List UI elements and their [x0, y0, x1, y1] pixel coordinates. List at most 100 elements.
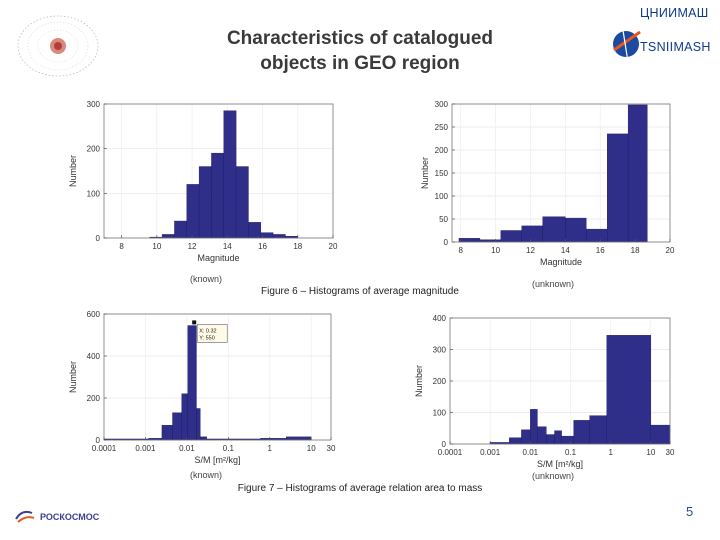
roscosmos-logo: РОСКОСМОС [10, 505, 130, 527]
y-tick-label: 150 [435, 169, 449, 178]
y-tick-label: 300 [87, 100, 101, 109]
y-tick-label: 0 [442, 440, 447, 449]
histogram-bar [223, 110, 237, 239]
histogram-bar [211, 152, 224, 239]
title-line-2: objects in GEO region [260, 53, 460, 74]
plot-frame [103, 103, 334, 239]
datatip-marker [192, 320, 197, 325]
histogram-bar [187, 325, 197, 441]
x-tick-label: 1 [608, 448, 613, 457]
orbit-logo [12, 8, 106, 82]
x-tick-label: 8 [119, 242, 124, 251]
x-tick-label: 0.001 [135, 444, 156, 453]
y-tick-label: 100 [87, 189, 101, 198]
x-axis-label: S/M [m²/kg] [537, 459, 583, 469]
histogram-bar [573, 420, 590, 445]
title-line-1: Characteristics of catalogued [226, 28, 494, 49]
histogram-bar [606, 335, 652, 445]
y-tick-label: 400 [87, 352, 101, 361]
y-tick-label: 300 [435, 100, 449, 109]
y-tick-label: 200 [87, 394, 101, 403]
histogram-bar [161, 425, 173, 441]
histogram-bar [530, 409, 538, 445]
x-tick-label: 10 [491, 246, 500, 255]
logo-text-ru: ЦНИИМАШ [640, 6, 709, 20]
x-tick-label: 14 [223, 242, 232, 251]
chart-magnitude-known: 0 100 200 300 8 10 12 14 16 18 20 Magnitude Number [66, 98, 341, 276]
histogram-bar [546, 434, 555, 445]
y-tick-label: 100 [435, 192, 449, 201]
y-tick-label: 200 [433, 377, 447, 386]
histogram-bar [509, 437, 522, 445]
y-axis-label: Number [68, 361, 78, 393]
y-axis-label: Number [68, 155, 78, 187]
page-title: Characteristics of catalogued objects in… [180, 26, 540, 76]
y-tick-label: 200 [87, 145, 101, 154]
x-tick-label: 16 [258, 242, 267, 251]
histogram-bar [161, 234, 175, 239]
datatip-box [196, 324, 228, 343]
y-tick-label: 400 [433, 314, 447, 323]
y-tick-label: 0 [96, 436, 101, 445]
histogram-bar [650, 424, 671, 445]
histogram-bar [561, 435, 574, 445]
x-tick-label: 0.01 [179, 444, 195, 453]
label-known-2: (known) [190, 470, 223, 480]
x-tick-label: 16 [596, 246, 605, 255]
x-tick-label: 1 [268, 444, 273, 453]
x-tick-label: 10 [646, 448, 655, 457]
x-tick-label: 10 [152, 242, 161, 251]
x-tick-label: 0.0001 [92, 444, 117, 453]
datatip-y-text: Y: 550 [199, 335, 215, 341]
histogram-bar [627, 104, 648, 243]
x-tick-label: 0.1 [223, 444, 235, 453]
x-tick-label: 14 [561, 246, 570, 255]
x-tick-label: 0.001 [480, 448, 501, 457]
chart-sm-known: 0 200 400 600 0.0001 0.001 0.01 0.1 1 10 30 S/M [m²… [66, 306, 341, 476]
histogram-bar [172, 412, 182, 441]
histogram-bar [186, 184, 200, 239]
page-number: 5 [686, 504, 694, 519]
x-tick-label: 18 [631, 246, 640, 255]
x-tick-label: 18 [293, 242, 302, 251]
histogram-bar [196, 408, 201, 441]
logo-text-en: TSNIIMASH [640, 40, 711, 54]
histogram-bar [272, 234, 286, 239]
x-tick-label: 0.0001 [438, 448, 463, 457]
chart-magnitude-unknown-svg: 0 50 100 150 200 250 300 8 10 12 14 16 18 20 Magnitude… [420, 100, 675, 267]
chart-magnitude-known-svg: 0 100 200 300 8 10 12 14 16 18 20 Magnitude Number [68, 100, 338, 263]
histogram-bar [521, 429, 531, 445]
figure-6-caption: Figure 6 – Histograms of average magnitu… [261, 286, 459, 297]
roscosmos-text: РОСКОСМОС [40, 512, 100, 522]
x-tick-label: 8 [458, 246, 463, 255]
histogram-bar [554, 430, 562, 445]
tsniimash-logo [604, 4, 720, 68]
label-known-1: (known) [190, 274, 223, 284]
histogram-bar [248, 222, 261, 239]
chart-magnitude-unknown: 0 50 100 150 200 250 300 8 10 12 14 16 18 20 Magnitude… [418, 98, 680, 276]
histogram-bar [286, 436, 312, 441]
label-unknown-2: (unknown) [532, 471, 575, 481]
y-tick-label: 0 [444, 238, 449, 247]
histogram-bar [174, 220, 187, 239]
histogram-bar [565, 217, 587, 243]
y-tick-label: 100 [433, 409, 447, 418]
x-tick-label: 20 [666, 246, 675, 255]
x-tick-label: 0.1 [565, 448, 577, 457]
histogram-bar [181, 393, 188, 441]
x-tick-label: 20 [329, 242, 338, 251]
chart-sm-unknown: 0 100 200 300 400 0.0001 0.001 0.01 0.1 1 10 30 S/M … [412, 310, 680, 476]
y-tick-label: 300 [433, 346, 447, 355]
histogram-bar [542, 216, 566, 243]
x-tick-label: 12 [188, 242, 197, 251]
datatip-x-text: X: 0.32 [199, 328, 216, 334]
histogram-bar [586, 228, 608, 243]
x-axis-label: Magnitude [540, 257, 582, 267]
histogram-bar [589, 415, 607, 445]
chart-sm-unknown-svg: 0 100 200 300 400 0.0001 0.001 0.01 0.1 1 10 30 S/M … [414, 314, 675, 469]
y-tick-label: 250 [435, 123, 449, 132]
histogram-bar [198, 166, 212, 239]
y-axis-label: Number [420, 157, 430, 189]
x-axis-label: Magnitude [197, 253, 239, 263]
x-tick-label: 12 [526, 246, 535, 255]
